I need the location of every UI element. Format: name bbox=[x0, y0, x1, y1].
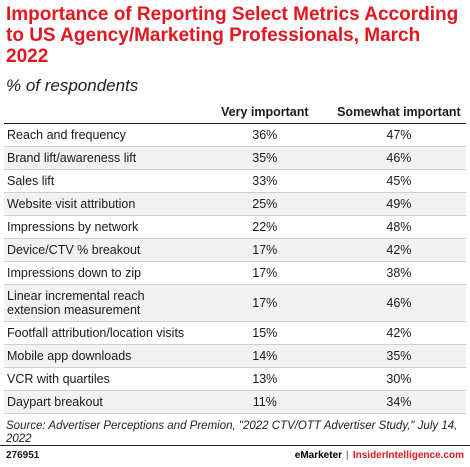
row-label: Reach and frequency bbox=[4, 123, 198, 147]
somewhat-important-value: 45% bbox=[331, 169, 466, 193]
somewhat-important-value: 46% bbox=[331, 284, 466, 322]
very-important-value: 14% bbox=[197, 344, 332, 368]
table-row: VCR with quartiles 13% 30% bbox=[4, 367, 466, 391]
somewhat-important-value: 49% bbox=[331, 192, 466, 216]
very-important-value: 17% bbox=[197, 284, 332, 322]
chart-title: Importance of Reporting Select Metrics A… bbox=[6, 4, 459, 67]
table-row: Brand lift/awareness lift 35% 46% bbox=[4, 146, 466, 170]
table-row: Impressions by network 22% 48% bbox=[4, 215, 466, 239]
somewhat-important-value: 34% bbox=[331, 390, 466, 414]
very-important-value: 35% bbox=[197, 146, 332, 170]
very-important-value: 36% bbox=[197, 123, 332, 147]
somewhat-important-value: 38% bbox=[331, 261, 466, 285]
very-important-value: 17% bbox=[197, 261, 332, 285]
chart-subtitle: % of respondents bbox=[6, 76, 139, 95]
table-row: Reach and frequency 36% 47% bbox=[4, 123, 466, 147]
footer: 276951 eMarketer | InsiderIntelligence.com bbox=[0, 445, 470, 467]
column-header-very-important: Very important bbox=[197, 101, 332, 124]
row-label: Mobile app downloads bbox=[4, 344, 198, 368]
table-row: Sales lift 33% 45% bbox=[4, 169, 466, 193]
table-row: Mobile app downloads 14% 35% bbox=[4, 344, 466, 368]
data-table: Very important Somewhat important Reach … bbox=[4, 101, 466, 414]
column-header-metric bbox=[4, 101, 198, 124]
chart-id: 276951 bbox=[6, 450, 40, 461]
table-row: Linear incremental reach extension measu… bbox=[4, 284, 466, 322]
source-note: Source: Advertiser Perceptions and Premi… bbox=[6, 420, 458, 445]
table-row: Website visit attribution 25% 49% bbox=[4, 192, 466, 216]
row-label: Impressions by network bbox=[4, 215, 198, 239]
somewhat-important-value: 46% bbox=[331, 146, 466, 170]
somewhat-important-value: 42% bbox=[331, 238, 466, 262]
row-label: Impressions down to zip bbox=[4, 261, 198, 285]
brand-credit: eMarketer | InsiderIntelligence.com bbox=[295, 450, 464, 461]
somewhat-important-value: 35% bbox=[331, 344, 466, 368]
somewhat-important-value: 30% bbox=[331, 367, 466, 391]
brand-separator: | bbox=[346, 450, 349, 461]
table-body: Reach and frequency 36% 47% Brand lift/awar… bbox=[4, 123, 466, 414]
row-label: Footfall attribution/location visits bbox=[4, 321, 198, 345]
very-important-value: 33% bbox=[197, 169, 332, 193]
row-label: Daypart breakout bbox=[4, 390, 198, 414]
table-row: Device/CTV % breakout 17% 42% bbox=[4, 238, 466, 262]
row-label: VCR with quartiles bbox=[4, 367, 198, 391]
somewhat-important-value: 47% bbox=[331, 123, 466, 147]
somewhat-important-value: 48% bbox=[331, 215, 466, 239]
table-row: Footfall attribution/location visits 15% 4… bbox=[4, 321, 466, 345]
very-important-value: 17% bbox=[197, 238, 332, 262]
table-row: Impressions down to zip 17% 38% bbox=[4, 261, 466, 285]
very-important-value: 11% bbox=[197, 390, 332, 414]
row-label: Sales lift bbox=[4, 169, 198, 193]
insider-intelligence-link[interactable]: InsiderIntelligence.com bbox=[352, 450, 464, 461]
very-important-value: 25% bbox=[197, 192, 332, 216]
very-important-value: 15% bbox=[197, 321, 332, 345]
very-important-value: 22% bbox=[197, 215, 332, 239]
somewhat-important-value: 42% bbox=[331, 321, 466, 345]
emarketer-logo-text: eMarketer bbox=[294, 450, 343, 461]
row-label: Linear incremental reach extension measu… bbox=[4, 284, 198, 322]
row-label: Website visit attribution bbox=[4, 192, 198, 216]
column-header-somewhat-important: Somewhat important bbox=[331, 101, 466, 124]
row-label: Device/CTV % breakout bbox=[4, 238, 198, 262]
very-important-value: 13% bbox=[197, 367, 332, 391]
table-row: Daypart breakout 11% 34% bbox=[4, 390, 466, 414]
row-label: Brand lift/awareness lift bbox=[4, 146, 198, 170]
